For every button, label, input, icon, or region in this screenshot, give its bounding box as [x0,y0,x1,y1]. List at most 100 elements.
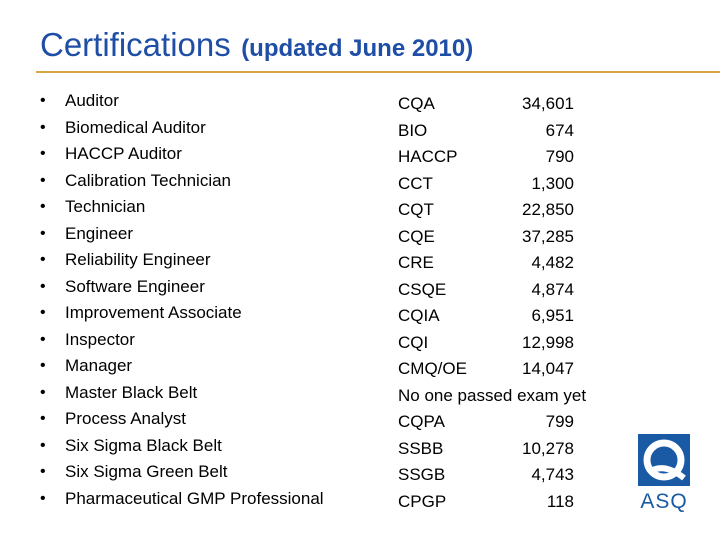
count-row: CQPA 799 [398,409,638,436]
bullet-icon: • [40,198,46,215]
bullet-icon: • [40,463,46,480]
certification-name: Engineer [65,223,134,243]
count-row: CMQ/OE 14,047 [398,356,638,383]
count-row: CRE 4,482 [398,250,638,277]
certification-count: 799 [545,412,574,431]
asq-logo: ASQ [634,432,694,514]
title-main: Certifications [40,26,231,63]
certification-item: • Biomedical Auditor [38,115,324,142]
bullet-icon: • [40,145,46,162]
certification-count: 1,300 [531,173,574,193]
certification-list: • Auditor • Biomedical Auditor • HACCP Audito… [38,88,324,512]
bullet-icon: • [40,436,46,454]
count-row: CQE 37,285 [398,224,638,251]
certification-code: CMQ/OE [398,359,467,378]
certification-code: CQE [398,226,435,246]
certification-item: • Calibration Technician [38,168,324,195]
count-row: CQIA 6,951 [398,303,638,330]
certification-count: 790 [545,147,574,166]
count-row: CQI 12,998 [398,330,638,357]
certification-count: 22,850 [522,200,574,219]
bullet-icon: • [40,92,46,109]
certification-count: 37,285 [522,226,574,246]
certification-name: Auditor [65,91,119,110]
certification-code: CPGP [398,491,447,511]
count-row: SSGB 4,743 [398,462,638,489]
certification-name: Calibration Technician [65,170,232,190]
count-row: CCT 1,300 [398,171,638,198]
certification-item: • Pharmaceutical GMP Professional [38,486,324,513]
count-row: No one passed exam yet [398,383,638,410]
bullet-icon: • [40,410,46,427]
title-divider [36,71,720,73]
count-row: CQA 34,601 [398,91,638,118]
certification-name: Six Sigma Green Belt [65,462,228,481]
certification-code: SSGB [398,465,446,484]
title-subtitle: (updated June 2010) [241,35,474,62]
certification-count: 34,601 [522,94,574,113]
count-row: BIO 674 [398,118,638,145]
bullet-icon: • [40,224,46,242]
count-row: SSBB 10,278 [398,436,638,463]
bullet-icon: • [40,251,46,268]
certification-count: 10,278 [522,438,574,458]
certification-count: 14,047 [522,359,574,378]
certification-item: • Engineer [38,221,324,248]
certification-code: CQA [398,94,435,113]
certification-item: • Improvement Associate [38,300,324,327]
certification-item: • Inspector [38,327,324,354]
asq-q-logo-icon [638,434,690,486]
certification-name: Software Engineer [65,276,205,296]
bullet-icon: • [40,277,46,295]
certification-name: Manager [65,356,133,375]
certification-name: Biomedical Auditor [65,117,206,137]
certification-name: Improvement Associate [65,303,242,322]
certification-name: Inspector [65,329,135,349]
bullet-icon: • [40,171,46,189]
count-row: CPGP 118 [398,489,638,516]
bullet-icon: • [40,118,46,136]
certification-code: CQIA [398,306,440,325]
certification-code: BIO [398,120,428,140]
certification-count: 4,874 [531,279,574,299]
count-row: CSQE 4,874 [398,277,638,304]
certification-item: • Reliability Engineer [38,247,324,274]
count-note: No one passed exam yet [398,385,587,405]
certification-name: HACCP Auditor [65,144,182,163]
certification-code: CCT [398,173,433,193]
certification-item: • Auditor [38,88,324,115]
bullet-icon: • [40,304,46,321]
certification-code: CQPA [398,412,445,431]
certification-count: 118 [546,491,574,511]
certification-name: Technician [65,197,146,216]
logo-text: ASQ [640,490,688,513]
certification-item: • Technician [38,194,324,221]
certification-count: 4,482 [531,253,574,272]
count-row: CQT 22,850 [398,197,638,224]
certification-code: SSBB [398,438,444,458]
certification-item: • Six Sigma Black Belt [38,433,324,460]
certification-name: Six Sigma Black Belt [65,435,222,455]
certification-name: Master Black Belt [65,382,198,402]
certification-item: • Manager [38,353,324,380]
certification-count: 4,743 [531,465,574,484]
certification-item: • Software Engineer [38,274,324,301]
count-row: HACCP 790 [398,144,638,171]
certification-name: Process Analyst [65,409,186,428]
slide-title: Certifications (updated June 2010) [40,26,473,70]
certification-code: HACCP [398,147,458,166]
bullet-icon: • [40,489,46,507]
certification-name: Reliability Engineer [65,250,211,269]
certification-item: • HACCP Auditor [38,141,324,168]
certification-code: CQI [398,332,429,352]
certification-name: Pharmaceutical GMP Professional [65,488,324,508]
certification-code: CSQE [398,279,447,299]
bullet-icon: • [40,330,46,348]
certification-item: • Process Analyst [38,406,324,433]
certification-count: 6,951 [531,306,574,325]
bullet-icon: • [40,383,46,401]
bullet-icon: • [40,357,46,374]
certification-count: 12,998 [522,332,574,352]
certification-count: 674 [545,120,574,140]
certification-item: • Master Black Belt [38,380,324,407]
